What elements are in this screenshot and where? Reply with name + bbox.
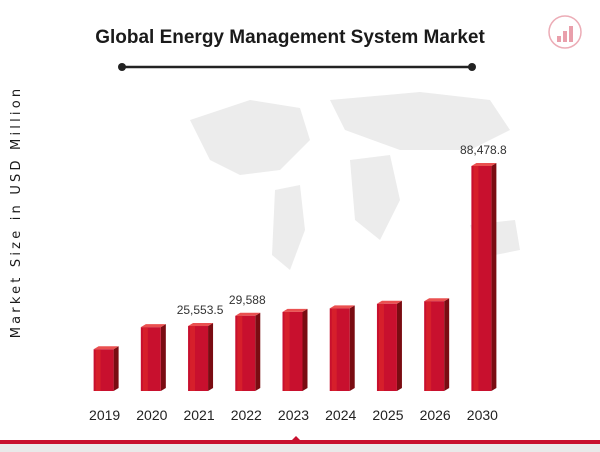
map-shape: [190, 100, 310, 175]
title-rule-dot-right: [468, 63, 476, 71]
bar-highlight: [378, 303, 384, 391]
bar-highlight: [190, 326, 196, 391]
bar-2025: [376, 300, 402, 391]
bar-side: [208, 323, 214, 391]
bar-top: [424, 298, 450, 302]
data-label: 29,588: [229, 293, 266, 307]
bar-highlight: [473, 166, 479, 391]
x-tick-label: 2022: [231, 407, 262, 423]
x-axis-ticks: 2019 2020 2021 2022 2023 2024 2025 2026 2030: [89, 407, 498, 423]
map-shape: [272, 185, 305, 270]
x-tick-label: 2030: [467, 407, 498, 423]
bar-2030: [471, 163, 497, 391]
bars-group: [93, 163, 497, 391]
bar-side: [444, 298, 450, 391]
title-rule-dot-left: [118, 63, 126, 71]
bar-top: [140, 324, 166, 328]
bar-side: [349, 305, 355, 391]
data-label: 88,478.8: [460, 143, 507, 157]
bar-side: [255, 312, 261, 391]
x-tick-label: 2025: [372, 407, 403, 423]
bar-top: [329, 305, 355, 309]
bar-top: [471, 163, 497, 166]
chart-logo-icon: [548, 15, 582, 49]
world-map-background: [190, 92, 520, 270]
bar-highlight: [142, 327, 148, 391]
map-shape: [350, 155, 400, 240]
chart-title: Global Energy Management System Market: [95, 27, 485, 48]
bar-side: [396, 300, 402, 391]
bar-highlight: [284, 311, 290, 391]
y-axis-label: Market Size in USD Million: [9, 86, 24, 339]
bar-2021: [188, 323, 214, 391]
bar-side: [302, 308, 308, 391]
map-shape: [330, 92, 510, 150]
bottom-strip-shadow: [0, 444, 600, 452]
bottom-strip: [0, 436, 600, 452]
x-tick-label: 2023: [278, 407, 309, 423]
x-tick-label: 2021: [183, 407, 214, 423]
bar-top: [282, 308, 308, 312]
bar-highlight: [237, 315, 243, 391]
logo-bar-2: [569, 26, 573, 42]
bar-2019: [93, 346, 119, 391]
logo-bar-1: [563, 31, 567, 42]
bar-side: [491, 163, 497, 391]
bar-top: [376, 300, 402, 304]
bottom-strip-notch: [292, 436, 300, 440]
bar-top: [93, 346, 119, 350]
bar-2022: [235, 312, 261, 391]
bar-highlight: [426, 301, 432, 391]
bar-highlight: [95, 349, 101, 391]
data-label: 25,553.5: [177, 303, 224, 317]
x-tick-label: 2026: [420, 407, 451, 423]
bar-2020: [140, 324, 166, 391]
bar-side: [160, 324, 166, 391]
bar-highlight: [331, 308, 337, 391]
x-tick-label: 2019: [89, 407, 120, 423]
bar-side: [113, 346, 119, 391]
data-labels: 25,553.5 29,588 88,478.8: [177, 143, 507, 317]
bar-2024: [329, 305, 355, 391]
bar-top: [188, 323, 214, 327]
bar-top: [235, 312, 261, 316]
logo-bar-0: [557, 36, 561, 42]
x-tick-label: 2020: [136, 407, 167, 423]
x-tick-label: 2024: [325, 407, 356, 423]
title-underline: [118, 63, 476, 71]
bar-2023: [282, 308, 308, 391]
logo-ring: [548, 15, 582, 49]
bottom-strip-bar: [0, 440, 600, 444]
bar-2026: [424, 298, 450, 391]
